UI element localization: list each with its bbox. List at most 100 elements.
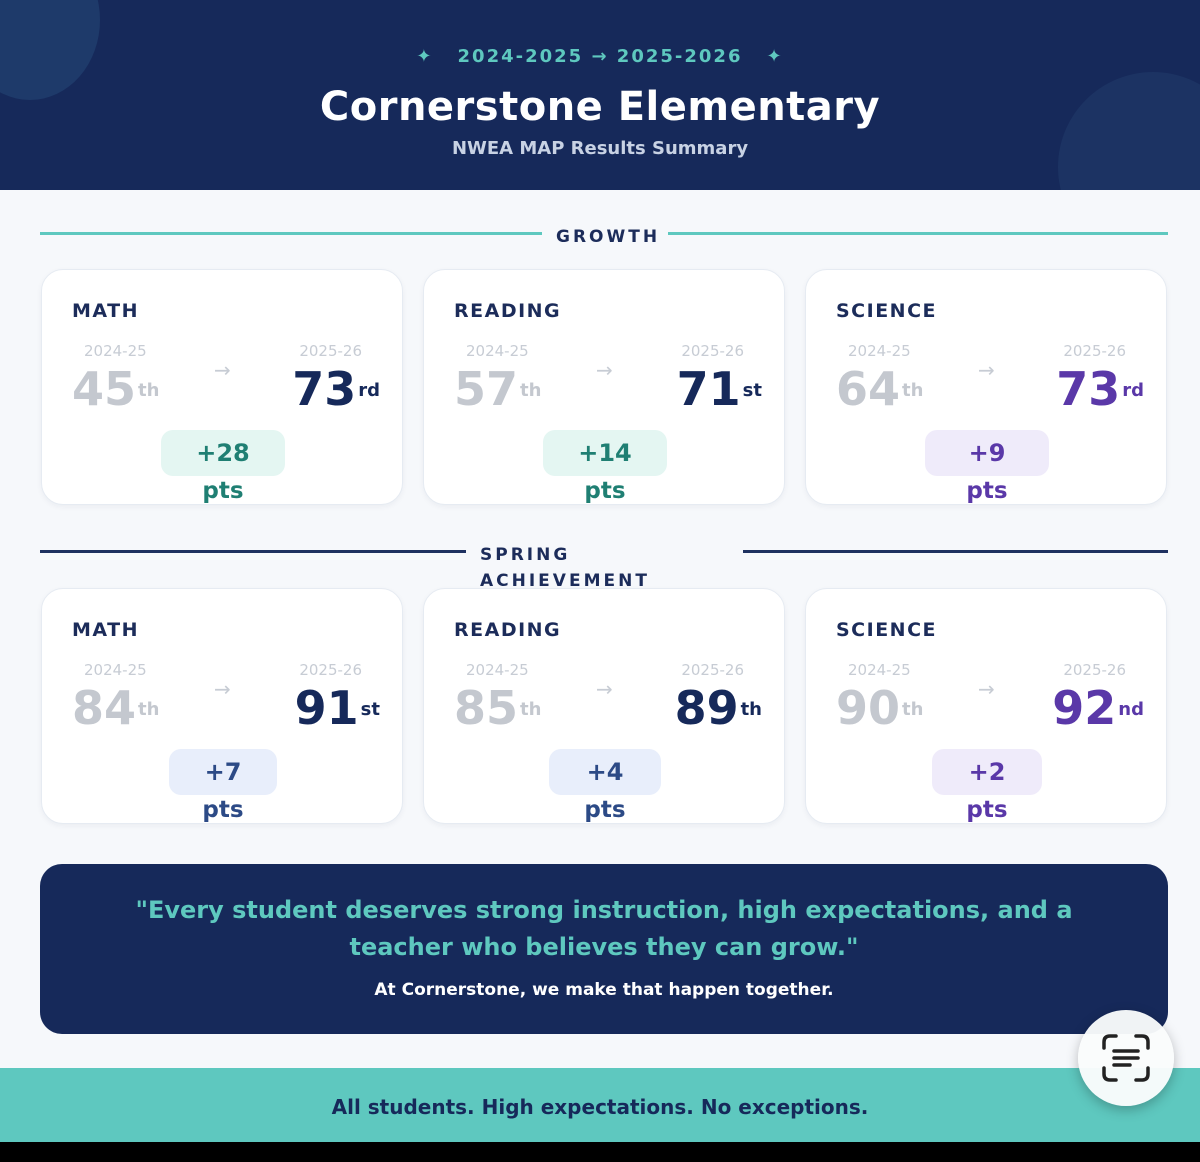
page-subtitle: NWEA MAP Results Summary <box>451 138 749 159</box>
old-year: 2024-25 <box>848 661 911 679</box>
card-subject: MATH <box>72 300 139 322</box>
card-subject: SCIENCE <box>836 619 938 641</box>
header-banner: ✦ 2024-2025 → 2025-2026 ✦ Cornerstone Elem… <box>0 0 1200 190</box>
old-percentile-value: 57 <box>454 362 519 416</box>
new-percentile-suffix: st <box>742 380 762 401</box>
new-percentile-suffix: th <box>740 699 762 720</box>
card-subject: MATH <box>72 619 139 641</box>
divider-line <box>40 232 542 235</box>
achievement-label-line-1: SPRING <box>480 545 571 565</box>
new-percentile-value: 73 <box>1056 362 1121 416</box>
delta-unit: pts <box>202 478 244 504</box>
old-year: 2024-25 <box>466 661 529 679</box>
arrow-right-icon: → <box>978 677 995 701</box>
old-year: 2024-25 <box>466 342 529 360</box>
delta-badge: +2 <box>932 749 1042 795</box>
divider-line <box>40 550 466 553</box>
delta-container: +2 <box>806 749 1168 795</box>
new-percentile-value: 92 <box>1052 681 1117 735</box>
quote-subtext: At Cornerstone, we make that happen toge… <box>374 980 834 1000</box>
delta-badge: +28 <box>161 430 285 476</box>
page-title: Cornerstone Elementary <box>319 84 881 130</box>
delta-unit: pts <box>966 797 1008 823</box>
footer-banner: All students. High expectations. No exce… <box>0 1068 1200 1142</box>
card-subject: SCIENCE <box>836 300 938 322</box>
new-year: 2025-26 <box>299 661 362 679</box>
school-years: ✦ 2024-2025 → 2025-2026 ✦ <box>0 46 1200 67</box>
new-percentile-suffix: rd <box>1122 380 1144 401</box>
sparkle-icon: ✦ <box>416 46 434 67</box>
new-percentile-suffix: rd <box>358 380 380 401</box>
text-scan-icon <box>1102 1034 1150 1082</box>
achievement-section-label: SPRING ACHIEVEMENT <box>480 542 650 594</box>
divider-line <box>668 232 1168 235</box>
delta-container: +14 <box>424 430 786 476</box>
arrow-right-icon: → <box>214 677 231 701</box>
divider-line <box>743 550 1168 553</box>
old-percentile-suffix: th <box>520 699 542 720</box>
delta-unit: pts <box>966 478 1008 504</box>
new-percentile-suffix: st <box>360 699 380 720</box>
new-year: 2025-26 <box>299 342 362 360</box>
new-percentile-value: 91 <box>294 681 359 735</box>
delta-badge: +9 <box>925 430 1049 476</box>
arrow-right-icon: → <box>214 358 231 382</box>
arrow-right-icon: → <box>978 358 995 382</box>
old-year: 2024-25 <box>848 342 911 360</box>
quote-text: "Every student deserves strong instructi… <box>135 896 1073 961</box>
footer-tagline: All students. High expectations. No exce… <box>331 1095 869 1119</box>
old-percentile-suffix: th <box>138 380 160 401</box>
new-year: 2025-26 <box>1063 661 1126 679</box>
delta-container: +9 <box>806 430 1168 476</box>
old-percentile-value: 45 <box>72 362 137 416</box>
new-year: 2025-26 <box>681 661 744 679</box>
old-year: 2024-25 <box>84 342 147 360</box>
old-year: 2024-25 <box>84 661 147 679</box>
old-percentile-suffix: th <box>902 699 924 720</box>
new-percentile-suffix: nd <box>1118 699 1144 720</box>
old-percentile-value: 85 <box>454 681 519 735</box>
delta-container: +4 <box>424 749 786 795</box>
old-percentile-suffix: th <box>520 380 542 401</box>
delta-unit: pts <box>584 478 626 504</box>
card-subject: READING <box>454 300 562 322</box>
new-percentile-value: 89 <box>674 681 739 735</box>
new-percentile-value: 73 <box>292 362 357 416</box>
new-year: 2025-26 <box>1063 342 1126 360</box>
delta-unit: pts <box>202 797 244 823</box>
quote-banner: "Every student deserves strong instructi… <box>40 864 1168 1034</box>
delta-container: +28 <box>42 430 404 476</box>
old-percentile-suffix: th <box>138 699 160 720</box>
school-years-text: 2024-2025 → 2025-2026 <box>457 46 743 67</box>
delta-container: +7 <box>42 749 404 795</box>
sparkle-icon: ✦ <box>766 46 784 67</box>
card-subject: READING <box>454 619 562 641</box>
delta-unit: pts <box>584 797 626 823</box>
text-scan-button[interactable] <box>1078 1010 1174 1106</box>
delta-badge: +7 <box>169 749 277 795</box>
arrow-right-icon: → <box>596 358 613 382</box>
arrow-right-icon: → <box>596 677 613 701</box>
new-year: 2025-26 <box>681 342 744 360</box>
delta-badge: +14 <box>543 430 667 476</box>
old-percentile-value: 84 <box>72 681 137 735</box>
old-percentile-value: 90 <box>836 681 901 735</box>
